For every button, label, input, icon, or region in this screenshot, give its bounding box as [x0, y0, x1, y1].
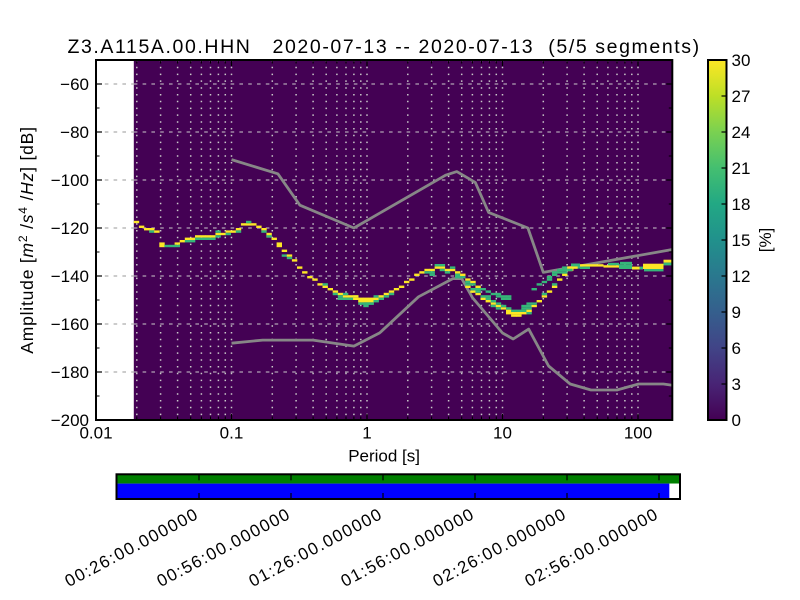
svg-text:Period [s]: Period [s] — [348, 447, 420, 466]
svg-text:30: 30 — [732, 51, 751, 70]
svg-text:[%]: [%] — [756, 228, 775, 253]
svg-text:Amplitude [m2 /s4 /Hz] [dB]: Amplitude [m2 /s4 /Hz] [dB] — [16, 126, 37, 354]
svg-text:−60: −60 — [60, 75, 89, 94]
svg-text:0.1: 0.1 — [220, 424, 244, 443]
svg-text:10: 10 — [493, 424, 512, 443]
svg-text:Z3.A115A.00.HHN 2020-07-13 -: Z3.A115A.00.HHN 2020-07-13 -- 2020-07-13… — [67, 36, 700, 58]
svg-text:27: 27 — [732, 87, 751, 106]
svg-text:−180: −180 — [51, 363, 89, 382]
svg-text:6: 6 — [732, 339, 741, 358]
svg-text:18: 18 — [732, 195, 751, 214]
svg-text:−100: −100 — [51, 171, 89, 190]
svg-text:−120: −120 — [51, 219, 89, 238]
svg-text:0.01: 0.01 — [79, 424, 112, 443]
svg-text:21: 21 — [732, 159, 751, 178]
svg-text:−200: −200 — [51, 411, 89, 430]
svg-text:9: 9 — [732, 303, 741, 322]
svg-text:24: 24 — [732, 123, 751, 142]
svg-text:0: 0 — [732, 411, 741, 430]
svg-text:100: 100 — [624, 424, 652, 443]
svg-text:3: 3 — [732, 375, 741, 394]
svg-text:−140: −140 — [51, 267, 89, 286]
svg-text:1: 1 — [362, 424, 371, 443]
svg-text:12: 12 — [732, 267, 751, 286]
svg-text:−160: −160 — [51, 315, 89, 334]
svg-text:15: 15 — [732, 231, 751, 250]
svg-text:−80: −80 — [60, 123, 89, 142]
